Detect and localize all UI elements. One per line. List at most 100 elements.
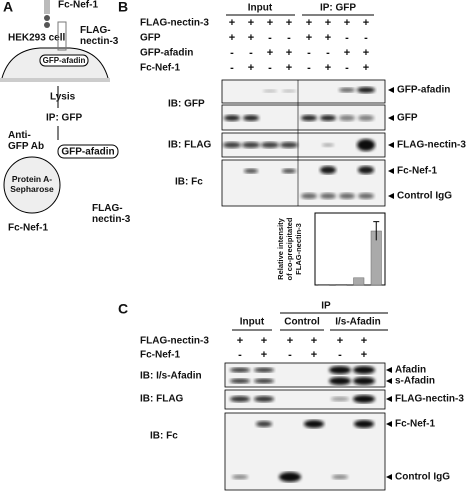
arrowhead [386, 378, 392, 384]
sign: + [261, 349, 267, 361]
arrowhead [388, 115, 394, 121]
label: Fc-Nef-1 [58, 0, 98, 11]
band [301, 193, 317, 199]
bead [3, 156, 61, 214]
band [256, 421, 272, 427]
sign: + [363, 17, 369, 29]
band [320, 193, 336, 199]
band-label: s-Afadin [395, 376, 435, 387]
sign: + [361, 335, 367, 347]
sign: + [267, 17, 273, 29]
band [280, 142, 298, 148]
sign: - [230, 62, 234, 74]
sign: + [344, 17, 350, 29]
label: FLAG-nectin-3 [80, 25, 119, 47]
sign: - [307, 62, 311, 74]
band-label: Fc-Nef-1 [395, 419, 435, 430]
band [320, 166, 336, 174]
sign: - [268, 62, 272, 74]
band [354, 420, 374, 428]
sign: - [287, 32, 291, 44]
arrowhead [386, 367, 392, 373]
band [320, 115, 336, 121]
band [254, 378, 274, 384]
sign: + [325, 17, 331, 29]
sign: - [364, 32, 368, 44]
sign: + [325, 32, 331, 44]
sign: + [229, 17, 235, 29]
band-label: Afadin [395, 365, 426, 376]
band [301, 115, 317, 121]
blot-label: IB: GFP [168, 99, 205, 110]
arrowhead [388, 142, 394, 148]
band [263, 89, 277, 93]
band [357, 87, 375, 93]
band [230, 378, 250, 384]
arrowhead [386, 421, 392, 427]
sign: + [311, 335, 317, 347]
band [282, 168, 296, 174]
band [353, 395, 375, 403]
band-label: Control IgG [395, 472, 450, 483]
band-label: FLAG-nectin-3 [395, 394, 464, 405]
band-label: GFP-afadin [397, 85, 450, 96]
band [358, 115, 374, 121]
band [232, 474, 248, 480]
label: GFP-afadin [43, 56, 86, 65]
row-label: FLAG-nectin-3 [140, 18, 209, 29]
sign: + [286, 17, 292, 29]
row-label: Fc-Nef-1 [140, 350, 180, 361]
sign: - [288, 349, 292, 361]
band [339, 87, 355, 93]
sign: - [249, 47, 253, 59]
label-line: Relative intensity [276, 217, 285, 280]
arrowhead [386, 396, 392, 402]
band [353, 377, 375, 385]
band-label: Fc-Nef-1 [397, 166, 437, 177]
panel-a: A Fc-Nef-1 HEK293 cell FLAG-nectin-3 GFP… [0, 0, 131, 234]
sign: + [248, 17, 254, 29]
band [339, 193, 355, 199]
sign: - [230, 47, 234, 59]
arrowhead [388, 168, 394, 174]
sign: + [286, 47, 292, 59]
band [357, 139, 375, 151]
sign: - [345, 62, 349, 74]
sign: + [363, 47, 369, 59]
band [353, 366, 375, 374]
row-label: Fc-Nef-1 [140, 63, 180, 74]
band [322, 143, 334, 147]
arrowhead [386, 474, 392, 480]
sign: - [326, 47, 330, 59]
label: Anti-GFP Ab [8, 130, 44, 152]
band [242, 142, 260, 148]
blot-label: IB: I/s-Afadin [140, 371, 202, 382]
row-label: GFP [140, 33, 161, 44]
label: IP: GFP [46, 113, 82, 124]
panel-letter: B [118, 0, 128, 15]
sign: - [238, 349, 242, 361]
panel-letter: C [118, 301, 128, 317]
box [57, 144, 119, 159]
sign: + [337, 335, 343, 347]
sign: - [345, 32, 349, 44]
band [243, 115, 259, 121]
divider [0, 78, 110, 82]
band [244, 168, 258, 174]
group-label: Input [240, 317, 265, 328]
dot [44, 22, 50, 28]
arrowhead [388, 87, 394, 93]
blot-label: IB: Fc [175, 177, 203, 188]
band [331, 396, 349, 402]
band [230, 367, 250, 373]
group-label: IP: GFP [320, 3, 356, 14]
bar [318, 284, 330, 286]
band [254, 367, 274, 373]
sign: + [306, 17, 312, 29]
box [39, 54, 89, 67]
band [358, 166, 374, 174]
group-label: IP [321, 301, 331, 312]
sign: + [261, 335, 267, 347]
blot-label: IB: Fc [150, 431, 178, 442]
